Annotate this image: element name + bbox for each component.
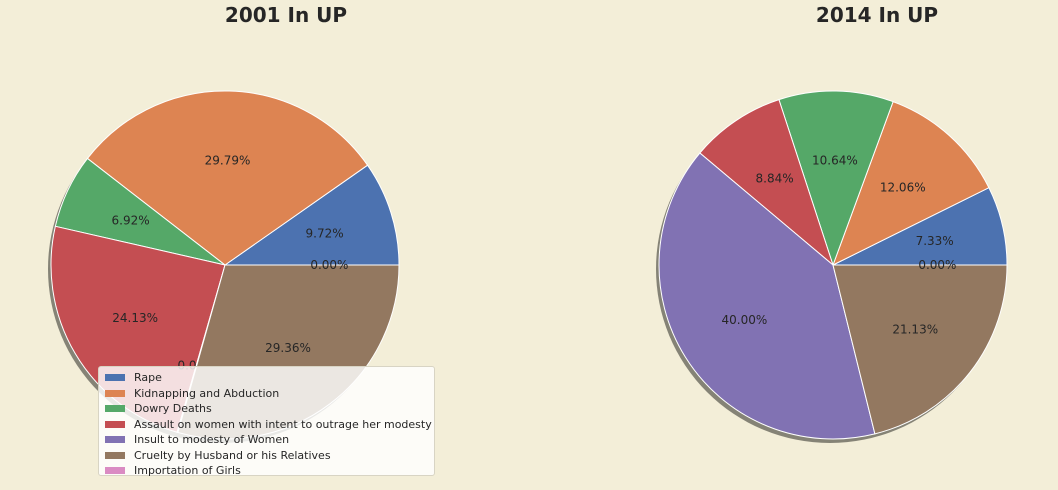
pie-chart-2: 2014 In UP 7.33% 12.06% 10.64% 8.84% 40.00% 21… [656,3,1008,443]
pie-slice-2 [832,101,990,267]
chart-title-1: 2001 In UP [225,3,347,27]
slice-value-label: 7.33% [916,234,954,248]
legend-label: Insult to modesty of Women [134,433,290,447]
legend-swatch [105,451,125,459]
slice-value-label: 10.64% [812,154,858,168]
legend-item: Dowry Deaths [105,401,434,417]
legend-label: Cruelty by Husband or his Relatives [134,448,331,462]
pie-chart-1: 2001 In UP9.72%29.79%6.92%24.13%0.08%29.… [48,3,400,443]
legend-label: Importation of Girls [134,464,241,478]
slice-value-label: 0.00% [310,258,348,272]
pie-slice-4 [699,98,835,267]
pie-slice-5 [658,152,876,440]
slice-value-label: 8.84% [756,171,794,185]
legend-swatch [105,420,125,428]
slice-value-label: 9.72% [306,227,344,241]
legend-item: Insult to modesty of Women [105,432,434,448]
legend-item: Importation of Girls [105,463,434,479]
pie-slice-2 [86,90,369,266]
legend-swatch [105,389,125,397]
chart-title-2: 2014 In UP [816,3,938,27]
slice-value-label: 21.13% [892,322,938,336]
legend-item: Cruelty by Husband or his Relatives [105,448,434,464]
legend-item: Rape [105,370,434,386]
slice-value-label: 12.06% [880,180,926,194]
legend-label: Rape [134,371,162,385]
legend: Rape Kidnapping and Abduction Dowry Deaths… [98,366,435,479]
pie-slice-1 [223,164,400,266]
slice-value-label: 24.13% [112,311,158,325]
legend-swatch [105,436,125,444]
slice-value-label: 0.00% [918,258,956,272]
legend-swatch [105,374,125,382]
legend-swatch [105,405,125,413]
legend-item: Kidnapping and Abduction [105,386,434,402]
slice-value-label: 29.36% [265,341,311,355]
legend-label: Assault on women with intent to outrage … [134,417,432,431]
legend-swatch [105,467,125,475]
pie-slice-3 [778,90,894,267]
slice-value-label: 29.79% [205,154,251,168]
legend-item: Assault on women with intent to outrage … [105,417,434,433]
legend-label: Kidnapping and Abduction [134,386,280,400]
slice-value-label: 40.00% [722,313,768,327]
pie-slice-6 [832,264,1008,435]
legend-label: Dowry Deaths [134,402,212,416]
slice-value-label: 6.92% [112,213,150,227]
